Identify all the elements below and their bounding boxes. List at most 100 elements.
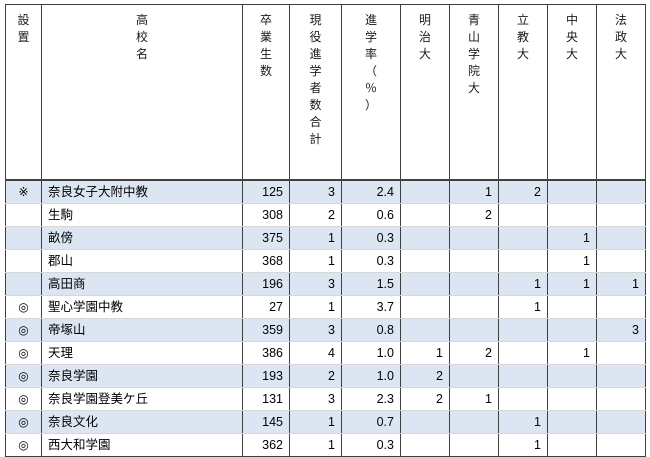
cell-chuo[interactable] xyxy=(547,180,597,204)
cell-chuo[interactable]: 1 xyxy=(547,249,597,273)
cell-hosei[interactable] xyxy=(596,226,646,250)
cell-setti[interactable]: ◎ xyxy=(5,410,42,434)
cell-setti[interactable]: ◎ xyxy=(5,364,42,388)
cell-school[interactable]: 聖心学園中教 xyxy=(41,295,243,319)
cell-aoyama[interactable]: 1 xyxy=(449,387,499,411)
cell-setti[interactable]: ※ xyxy=(5,180,42,204)
cell-school[interactable]: 郡山 xyxy=(41,249,243,273)
cell-meiji[interactable] xyxy=(400,226,450,250)
cell-rikkyo[interactable] xyxy=(498,387,548,411)
cell-rate[interactable]: 2.3 xyxy=(341,387,401,411)
cell-setti[interactable]: ◎ xyxy=(5,295,42,319)
cell-setti[interactable]: ◎ xyxy=(5,387,42,411)
cell-genshin[interactable]: 3 xyxy=(289,272,342,296)
cell-hosei[interactable] xyxy=(596,364,646,388)
cell-grad[interactable]: 375 xyxy=(242,226,290,250)
cell-school[interactable]: 天理 xyxy=(41,341,243,365)
cell-chuo[interactable] xyxy=(547,410,597,434)
cell-rate[interactable]: 2.4 xyxy=(341,180,401,204)
cell-genshin[interactable]: 1 xyxy=(289,249,342,273)
cell-meiji[interactable] xyxy=(400,272,450,296)
cell-grad[interactable]: 125 xyxy=(242,180,290,204)
cell-school[interactable]: 生駒 xyxy=(41,203,243,227)
table-row[interactable]: ◎ 西大和学園 362 1 0.3 1 xyxy=(5,433,646,457)
cell-genshin[interactable]: 1 xyxy=(289,295,342,319)
cell-school[interactable]: 奈良女子大附中教 xyxy=(41,180,243,204)
cell-chuo[interactable] xyxy=(547,433,597,457)
cell-genshin[interactable]: 1 xyxy=(289,433,342,457)
table-row[interactable]: ◎ 帝塚山 359 3 0.8 3 xyxy=(5,318,646,342)
cell-grad[interactable]: 368 xyxy=(242,249,290,273)
cell-chuo[interactable]: 1 xyxy=(547,272,597,296)
cell-hosei[interactable] xyxy=(596,387,646,411)
cell-chuo[interactable] xyxy=(547,318,597,342)
cell-meiji[interactable] xyxy=(400,203,450,227)
cell-rate[interactable]: 0.8 xyxy=(341,318,401,342)
cell-aoyama[interactable] xyxy=(449,364,499,388)
cell-meiji[interactable] xyxy=(400,410,450,434)
table-row[interactable]: ◎ 奈良文化 145 1 0.7 1 xyxy=(5,410,646,434)
table-row[interactable]: ◎ 天理 386 4 1.0 1 2 1 xyxy=(5,341,646,365)
cell-rate[interactable]: 0.3 xyxy=(341,433,401,457)
cell-hosei[interactable] xyxy=(596,180,646,204)
cell-school[interactable]: 畝傍 xyxy=(41,226,243,250)
cell-aoyama[interactable] xyxy=(449,295,499,319)
cell-school[interactable]: 帝塚山 xyxy=(41,318,243,342)
cell-aoyama[interactable] xyxy=(449,272,499,296)
cell-aoyama[interactable]: 2 xyxy=(449,341,499,365)
cell-grad[interactable]: 362 xyxy=(242,433,290,457)
cell-chuo[interactable] xyxy=(547,387,597,411)
cell-school[interactable]: 奈良学園登美ケ丘 xyxy=(41,387,243,411)
cell-rate[interactable]: 0.3 xyxy=(341,226,401,250)
cell-hosei[interactable]: 1 xyxy=(596,272,646,296)
cell-hosei[interactable] xyxy=(596,341,646,365)
cell-chuo[interactable]: 1 xyxy=(547,341,597,365)
cell-grad[interactable]: 308 xyxy=(242,203,290,227)
cell-grad[interactable]: 27 xyxy=(242,295,290,319)
cell-rate[interactable]: 0.6 xyxy=(341,203,401,227)
cell-rikkyo[interactable]: 1 xyxy=(498,272,548,296)
cell-rate[interactable]: 0.7 xyxy=(341,410,401,434)
cell-meiji[interactable] xyxy=(400,433,450,457)
cell-aoyama[interactable] xyxy=(449,433,499,457)
cell-genshin[interactable]: 2 xyxy=(289,203,342,227)
cell-setti[interactable]: ◎ xyxy=(5,341,42,365)
cell-setti[interactable]: ◎ xyxy=(5,318,42,342)
table-row[interactable]: ◎ 聖心学園中教 27 1 3.7 1 xyxy=(5,295,646,319)
cell-hosei[interactable] xyxy=(596,295,646,319)
cell-rate[interactable]: 1.0 xyxy=(341,341,401,365)
cell-aoyama[interactable]: 2 xyxy=(449,203,499,227)
cell-setti[interactable] xyxy=(5,249,42,273)
cell-hosei[interactable] xyxy=(596,203,646,227)
table-row[interactable]: ◎ 奈良学園登美ケ丘 131 3 2.3 2 1 xyxy=(5,387,646,411)
cell-aoyama[interactable] xyxy=(449,410,499,434)
table-row[interactable]: ◎ 奈良学園 193 2 1.0 2 xyxy=(5,364,646,388)
cell-genshin[interactable]: 3 xyxy=(289,387,342,411)
cell-genshin[interactable]: 3 xyxy=(289,180,342,204)
cell-rikkyo[interactable]: 2 xyxy=(498,180,548,204)
cell-genshin[interactable]: 4 xyxy=(289,341,342,365)
cell-hosei[interactable] xyxy=(596,433,646,457)
cell-genshin[interactable]: 1 xyxy=(289,410,342,434)
cell-meiji[interactable]: 2 xyxy=(400,387,450,411)
cell-rikkyo[interactable] xyxy=(498,249,548,273)
cell-meiji[interactable]: 2 xyxy=(400,364,450,388)
table-row[interactable]: 畝傍 375 1 0.3 1 xyxy=(5,226,646,250)
cell-hosei[interactable]: 3 xyxy=(596,318,646,342)
table-row[interactable]: 生駒 308 2 0.6 2 xyxy=(5,203,646,227)
cell-grad[interactable]: 193 xyxy=(242,364,290,388)
cell-grad[interactable]: 145 xyxy=(242,410,290,434)
cell-school[interactable]: 奈良文化 xyxy=(41,410,243,434)
cell-grad[interactable]: 386 xyxy=(242,341,290,365)
cell-chuo[interactable] xyxy=(547,295,597,319)
cell-rate[interactable]: 0.3 xyxy=(341,249,401,273)
cell-rikkyo[interactable]: 1 xyxy=(498,410,548,434)
cell-chuo[interactable] xyxy=(547,203,597,227)
cell-rikkyo[interactable]: 1 xyxy=(498,433,548,457)
cell-aoyama[interactable] xyxy=(449,226,499,250)
cell-meiji[interactable] xyxy=(400,318,450,342)
cell-genshin[interactable]: 1 xyxy=(289,226,342,250)
cell-meiji[interactable]: 1 xyxy=(400,341,450,365)
cell-hosei[interactable] xyxy=(596,410,646,434)
cell-genshin[interactable]: 2 xyxy=(289,364,342,388)
